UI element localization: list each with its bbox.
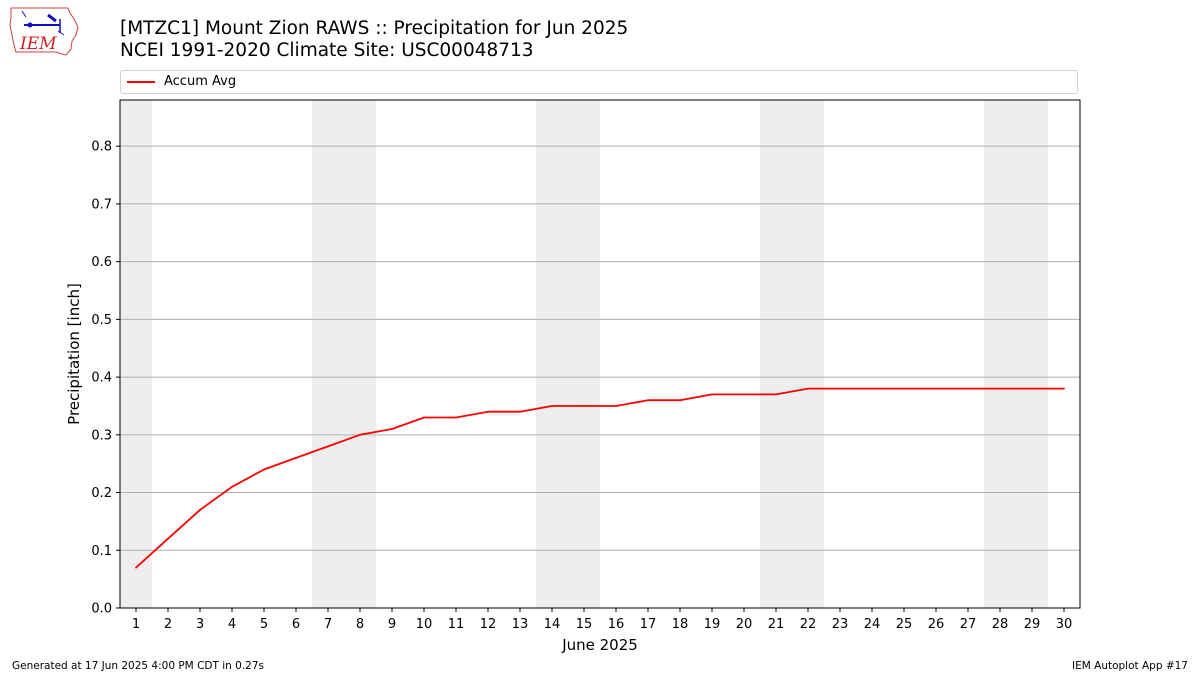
x-tick-label: 21	[768, 617, 785, 632]
data-point	[711, 393, 713, 396]
weekend-band-day-14	[536, 100, 568, 608]
x-tick-label: 23	[832, 617, 849, 632]
x-tick-label: 25	[896, 617, 913, 632]
series-layer	[135, 387, 1065, 569]
data-point	[903, 387, 905, 390]
data-point	[679, 399, 681, 402]
data-point	[1031, 387, 1033, 390]
x-tick-label: 16	[608, 617, 625, 632]
legend-line-swatch	[127, 81, 155, 83]
weekend-band-day-29	[1016, 100, 1048, 608]
x-tick-label: 4	[228, 617, 236, 632]
data-point	[615, 405, 617, 407]
x-tick-label: 11	[448, 617, 465, 632]
x-tick-label: 15	[576, 617, 593, 632]
weekend-band-day-28	[984, 100, 1016, 608]
x-tick-label: 20	[736, 617, 753, 632]
data-point	[775, 393, 777, 396]
data-point	[743, 393, 745, 396]
app-credit: IEM Autoplot App #17	[1072, 660, 1188, 672]
legend: Accum Avg	[120, 70, 1078, 94]
weekend-bands	[120, 100, 1048, 608]
y-tick-label: 0.6	[91, 255, 112, 270]
data-point	[647, 399, 649, 402]
data-point	[999, 387, 1001, 390]
x-tick-label: 5	[260, 617, 268, 632]
title-line-2: NCEI 1991-2020 Climate Site: USC00048713	[120, 40, 534, 61]
title-line-1: [MTZC1] Mount Zion RAWS :: Precipitation…	[120, 18, 629, 39]
x-tick-label: 29	[1024, 617, 1041, 632]
x-tick-label: 14	[544, 617, 561, 632]
x-tick-label: 30	[1056, 617, 1073, 632]
x-tick-label: 3	[196, 617, 204, 632]
x-tick-label: 6	[292, 617, 300, 632]
x-tick-label: 28	[992, 617, 1009, 632]
data-point	[967, 387, 969, 390]
weekend-band-day-7	[312, 100, 344, 608]
data-point	[391, 428, 393, 430]
x-tick-label: 2	[164, 617, 172, 632]
legend-label: Accum Avg	[164, 74, 237, 89]
data-point	[1063, 387, 1065, 390]
y-axis: 0.0 0.1 0.2 0.3 0.4 0.5 0.6 0.7 0.8	[91, 140, 120, 617]
x-tick-label: 24	[864, 617, 881, 632]
data-point	[167, 537, 169, 540]
y-tick-label: 0.4	[91, 371, 112, 386]
iem-iowa-logo-icon: IEM	[9, 7, 79, 56]
x-tick-label: 1	[132, 617, 140, 632]
weekend-band-day-22	[792, 100, 824, 608]
weekend-band-day-8	[344, 100, 376, 608]
data-point	[455, 416, 457, 419]
x-tick-label: 7	[324, 617, 332, 632]
y-tick-label: 0.3	[91, 428, 112, 443]
data-point	[199, 508, 201, 511]
data-point	[423, 416, 425, 419]
data-point	[295, 457, 297, 459]
x-tick-label: 26	[928, 617, 945, 632]
data-point	[519, 410, 521, 413]
x-tick-label: 9	[388, 617, 396, 632]
x-tick-label: 19	[704, 617, 721, 632]
x-tick-label: 22	[800, 617, 817, 632]
x-tick-label: 13	[512, 617, 529, 632]
data-point	[359, 433, 361, 436]
y-tick-label: 0.7	[91, 197, 112, 212]
x-tick-label: 27	[960, 617, 977, 632]
generated-timestamp: Generated at 17 Jun 2025 4:00 PM CDT in …	[12, 660, 265, 672]
y-axis-label: Precipitation [inch]	[65, 283, 83, 425]
data-point	[935, 387, 937, 390]
data-point	[807, 387, 809, 390]
series-line-accum-avg	[135, 387, 1064, 569]
x-tick-label: 17	[640, 617, 657, 632]
y-tick-label: 0.8	[91, 140, 112, 155]
y-tick-label: 0.2	[91, 486, 112, 501]
data-point	[839, 387, 841, 390]
data-point	[263, 468, 265, 471]
weekend-band-day-21	[760, 100, 792, 608]
iem-logo: IEM	[8, 5, 80, 59]
chart-title: [MTZC1] Mount Zion RAWS :: Precipitation…	[120, 18, 628, 62]
x-tick-label: 12	[480, 617, 497, 632]
weekend-band-day-15	[568, 100, 600, 608]
plot-frame	[119, 99, 1081, 609]
x-axis-label: June 2025	[561, 636, 638, 654]
data-point	[583, 405, 585, 407]
data-point	[231, 485, 233, 488]
weekend-band-day-1	[120, 100, 152, 608]
x-tick-label: 10	[416, 617, 433, 632]
logo-text: IEM	[19, 34, 57, 54]
y-tick-label: 0.0	[91, 602, 112, 617]
x-tick-label: 18	[672, 617, 689, 632]
y-tick-label: 0.5	[91, 313, 112, 328]
data-point	[487, 410, 489, 413]
x-axis: 1 2 3 4 5 6 7 8 9 10 11 12 13 14 15 16 17 18 19 20 21 22 23 24 2…	[132, 608, 1072, 632]
x-tick-label: 8	[356, 617, 364, 632]
data-point	[551, 405, 553, 407]
y-tick-label: 0.1	[91, 544, 112, 559]
data-point	[135, 566, 137, 569]
data-point	[871, 387, 873, 390]
data-point	[327, 445, 329, 448]
